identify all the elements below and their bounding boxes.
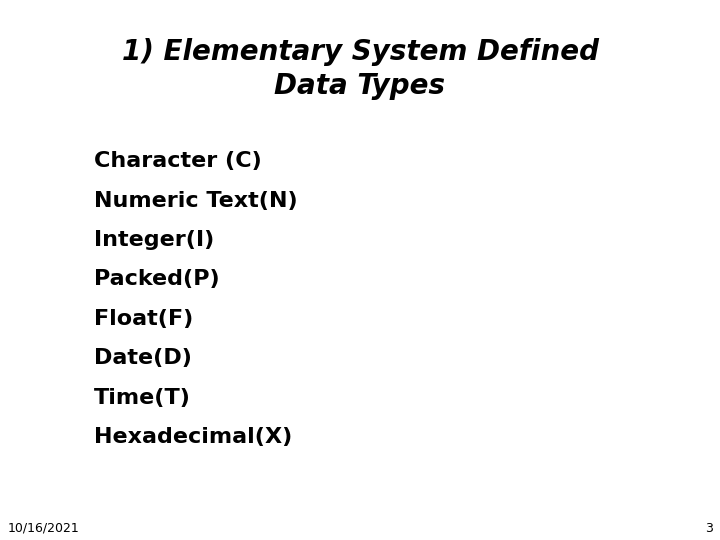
Text: Numeric Text(N): Numeric Text(N) xyxy=(94,191,297,211)
Text: Integer(I): Integer(I) xyxy=(94,230,214,250)
Text: Hexadecimal(X): Hexadecimal(X) xyxy=(94,427,292,447)
Text: 1) Elementary System Defined
Data Types: 1) Elementary System Defined Data Types xyxy=(122,38,598,100)
Text: 10/16/2021: 10/16/2021 xyxy=(7,522,79,535)
Text: Date(D): Date(D) xyxy=(94,348,192,368)
Text: Character (C): Character (C) xyxy=(94,151,261,171)
Text: Time(T): Time(T) xyxy=(94,388,191,408)
Text: Float(F): Float(F) xyxy=(94,309,193,329)
Text: 3: 3 xyxy=(705,522,713,535)
Text: Packed(P): Packed(P) xyxy=(94,269,219,289)
